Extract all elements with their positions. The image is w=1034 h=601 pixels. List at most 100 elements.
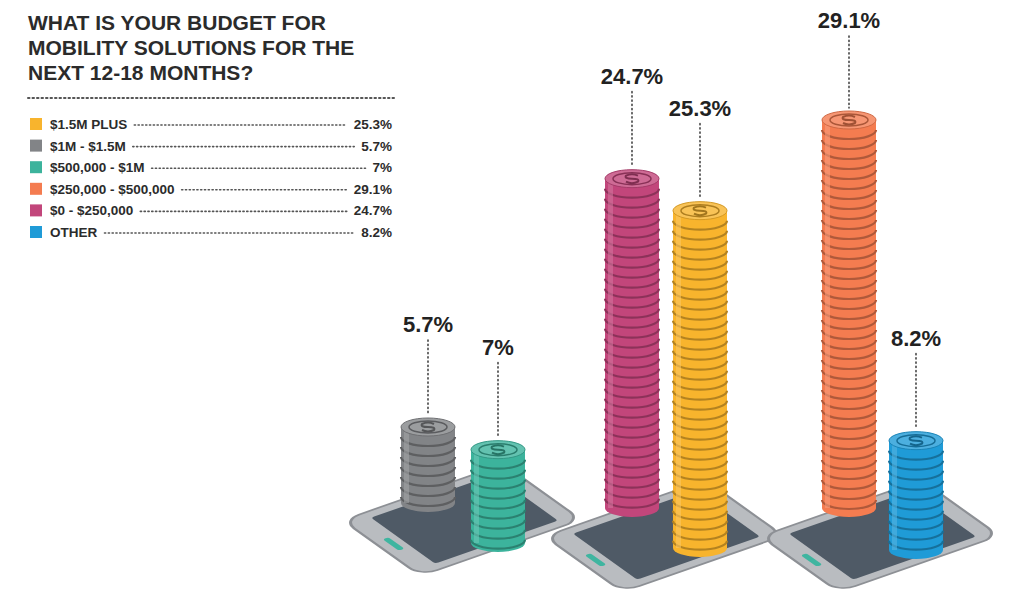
coin-edge (889, 521, 943, 530)
label-leader (497, 363, 499, 438)
coin-edge (822, 300, 876, 309)
data-label: 24.7% (601, 64, 663, 89)
coin-edge (822, 240, 876, 249)
data-label: 7% (482, 335, 514, 360)
coin-edge (673, 341, 727, 350)
coin-edge (822, 460, 876, 469)
coin-edge (605, 309, 659, 318)
coin-ring (479, 444, 517, 456)
coin-dollar (843, 116, 856, 125)
coin-edge (673, 331, 727, 340)
legend-leader (152, 167, 366, 169)
phone-button (801, 553, 823, 566)
coin-edge (673, 371, 727, 380)
coin-edge (673, 491, 727, 500)
coin-edge (673, 291, 727, 300)
label-leader (631, 92, 633, 167)
coin-edge (401, 467, 455, 476)
label-leader (848, 36, 850, 108)
coin-edge (822, 220, 876, 229)
coin-top (401, 418, 455, 436)
coin-edge (822, 200, 876, 209)
coin-edge (605, 259, 659, 268)
legend-value: 24.7% (354, 203, 392, 218)
coin-edge (822, 360, 876, 369)
coin-top (889, 432, 943, 450)
coin-shine (404, 427, 409, 503)
coin-edge (673, 241, 727, 250)
coin-edge (822, 410, 876, 419)
coin-edge (673, 531, 727, 540)
coin-edge (401, 487, 455, 496)
legend-label: $500,000 - $1M (50, 160, 145, 175)
coin-edge (673, 481, 727, 490)
coin-edge (605, 419, 659, 428)
coin-top (471, 441, 525, 459)
legend-swatch (30, 183, 42, 195)
coin-ring (897, 435, 935, 447)
coin-edge (673, 441, 727, 450)
coin-stack (822, 111, 876, 517)
title-rule (28, 97, 396, 99)
coin-edge (673, 421, 727, 430)
coin-edge (605, 409, 659, 418)
legend-swatch (30, 226, 42, 238)
phone-screen (371, 475, 558, 564)
coin-edge (822, 380, 876, 389)
legend-value: 5.7% (361, 139, 392, 154)
coin-edge (605, 219, 659, 228)
coin-edge (673, 231, 727, 240)
coin-edge (673, 461, 727, 470)
coin-edge (605, 389, 659, 398)
coin-edge (822, 160, 876, 169)
coin-edge (822, 310, 876, 319)
coin-edge (605, 369, 659, 378)
phone-screen (789, 491, 976, 580)
phone-button (585, 553, 607, 566)
coin-edge (822, 280, 876, 289)
coin-top (605, 170, 659, 188)
coin-top (822, 111, 876, 129)
coin-edge (822, 420, 876, 429)
coin-body (401, 427, 455, 512)
coin-edge (401, 457, 455, 466)
label-leader (699, 124, 701, 199)
coin-edge (673, 391, 727, 400)
legend-swatch (30, 118, 42, 130)
coin-edge (889, 501, 943, 510)
coin-edge (401, 447, 455, 456)
coin-edge (471, 460, 525, 469)
coin-shine (892, 441, 897, 550)
coin-edge (605, 329, 659, 338)
coin-edge (822, 130, 876, 139)
data-labels: 5.7%7%24.7%25.3%29.1%8.2% (403, 8, 941, 438)
coin-edge (822, 370, 876, 379)
legend-label: $0 - $250,000 (50, 203, 133, 218)
coin-ring (830, 114, 868, 126)
coin-top (673, 202, 727, 220)
coin-dollar (910, 436, 923, 445)
legend-label: $1M - $1.5M (50, 139, 126, 154)
phone (761, 480, 1000, 592)
coin-edge (673, 261, 727, 270)
coin-edge (605, 439, 659, 448)
legend-swatch (30, 161, 42, 173)
phone-body (545, 480, 784, 592)
coin-edge (673, 521, 727, 530)
coin-edge (471, 510, 525, 519)
phone-body (343, 464, 582, 576)
coin-ring (409, 421, 447, 433)
coin-edge (605, 449, 659, 458)
coin-edge (822, 210, 876, 219)
marks (401, 111, 943, 559)
coin-edge (673, 251, 727, 260)
coin-edge (673, 311, 727, 320)
legend-value: 25.3% (354, 117, 392, 132)
coin-edge (605, 479, 659, 488)
coin-edge (822, 250, 876, 259)
coin-edge (822, 440, 876, 449)
coin-edge (822, 150, 876, 159)
coin-edge (673, 401, 727, 410)
coin-edge (471, 540, 525, 549)
legend-swatch (30, 204, 42, 216)
